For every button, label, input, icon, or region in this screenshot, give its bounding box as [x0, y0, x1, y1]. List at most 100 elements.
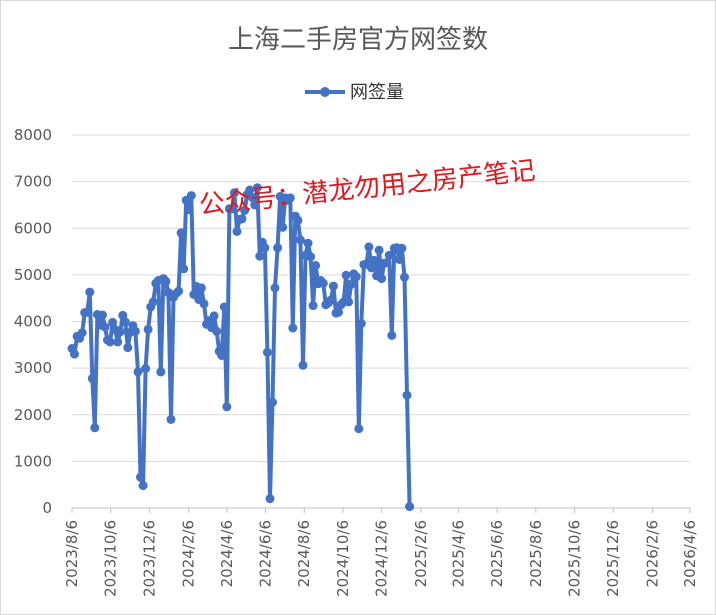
- data-point: [232, 227, 242, 236]
- x-tick-label: 2024/2/6: [180, 520, 198, 587]
- x-tick-label: 2024/10/6: [334, 520, 352, 597]
- x-tick-label: 2025/4/6: [449, 520, 467, 587]
- y-axis-ticks: 0 1000 2000 3000 4000 5000 6000 7000 8000: [14, 126, 52, 517]
- x-tick-label: 2023/10/6: [102, 520, 120, 597]
- data-point: [374, 245, 384, 255]
- data-point: [161, 276, 171, 286]
- data-point: [341, 270, 351, 280]
- data-point: [199, 299, 209, 309]
- data-point: [278, 222, 288, 232]
- data-point: [273, 243, 283, 253]
- data-point: [184, 205, 194, 215]
- data-point: [123, 343, 133, 353]
- data-point: [240, 206, 250, 215]
- y-tick-label: 7000: [14, 173, 52, 191]
- data-point: [217, 351, 227, 360]
- data-point: [295, 235, 305, 245]
- data-point: [245, 185, 255, 195]
- data-point: [387, 331, 397, 340]
- data-point: [400, 272, 409, 282]
- data-point: [247, 193, 257, 202]
- data-point: [306, 252, 316, 262]
- x-tick-label: 2023/12/6: [140, 520, 158, 597]
- data-point: [113, 337, 123, 347]
- data-point: [265, 494, 275, 504]
- data-point: [133, 367, 143, 377]
- y-tick-label: 1000: [14, 452, 52, 470]
- data-point: [354, 424, 364, 434]
- data-point: [252, 183, 262, 193]
- y-tick-label: 0: [42, 499, 52, 517]
- data-point: [262, 347, 272, 357]
- chart-title: 上海二手房官方网签数: [228, 25, 488, 55]
- data-point: [303, 238, 313, 248]
- data-point: [222, 402, 232, 412]
- data-point: [176, 228, 186, 238]
- data-point: [288, 323, 298, 333]
- data-point: [384, 250, 394, 260]
- x-tick-label: 2025/12/6: [604, 520, 622, 597]
- data-point: [356, 318, 366, 328]
- data-point: [382, 258, 392, 268]
- x-axis-ticks: 2023/8/6 2023/10/6 2023/12/6 2024/2/6 2024/4…: [63, 508, 699, 597]
- data-point: [377, 274, 387, 284]
- data-point: [148, 297, 158, 307]
- x-tick-label: 2025/8/6: [527, 520, 545, 587]
- data-point: [369, 255, 379, 265]
- data-point: [98, 310, 107, 320]
- data-point: [311, 261, 321, 270]
- data-point: [326, 295, 336, 305]
- x-tick-label: 2024/4/6: [218, 520, 236, 587]
- y-tick-label: 8000: [14, 126, 52, 144]
- data-point: [229, 188, 239, 198]
- data-point: [179, 264, 189, 274]
- data-point: [367, 263, 376, 273]
- data-point: [108, 317, 118, 327]
- data-point: [405, 502, 415, 512]
- x-tick-label: 2025/6/6: [488, 520, 506, 587]
- data-point: [397, 243, 407, 253]
- x-tick-label: 2025/10/6: [566, 520, 584, 597]
- data-point: [141, 364, 151, 374]
- data-point: [394, 255, 404, 264]
- data-point: [156, 367, 166, 377]
- data-point: [70, 349, 79, 359]
- data-point: [334, 307, 343, 317]
- data-point: [237, 214, 247, 224]
- data-point: [308, 301, 318, 311]
- data-point: [328, 281, 338, 291]
- data-point: [90, 423, 100, 433]
- data-point: [77, 328, 87, 338]
- data-point: [255, 251, 265, 261]
- data-point: [166, 414, 176, 424]
- y-tick-label: 2000: [14, 406, 52, 424]
- data-point: [120, 317, 130, 327]
- data-point: [143, 324, 153, 334]
- data-point: [293, 215, 303, 225]
- data-point: [344, 297, 354, 307]
- data-point: [268, 397, 277, 407]
- data-point: [138, 481, 148, 491]
- x-tick-label: 2026/4/6: [681, 520, 699, 587]
- x-tick-label: 2026/2/6: [644, 520, 662, 587]
- series-layer: [67, 183, 415, 512]
- y-tick-label: 3000: [14, 359, 52, 377]
- y-tick-label: 5000: [14, 266, 52, 284]
- data-point: [196, 283, 206, 293]
- legend-label: 网签量: [350, 82, 404, 103]
- data-point: [346, 279, 356, 289]
- data-point: [87, 373, 97, 383]
- y-tick-label: 4000: [14, 313, 52, 331]
- data-point: [219, 302, 229, 312]
- data-point: [85, 287, 95, 297]
- data-point: [285, 193, 295, 203]
- data-point: [136, 472, 145, 482]
- x-tick-label: 2024/6/6: [257, 520, 275, 587]
- data-point: [130, 326, 140, 336]
- data-point: [82, 307, 92, 317]
- data-point: [174, 286, 184, 296]
- data-point: [364, 242, 374, 252]
- x-tick-label: 2023/8/6: [63, 520, 81, 587]
- data-point: [402, 390, 412, 400]
